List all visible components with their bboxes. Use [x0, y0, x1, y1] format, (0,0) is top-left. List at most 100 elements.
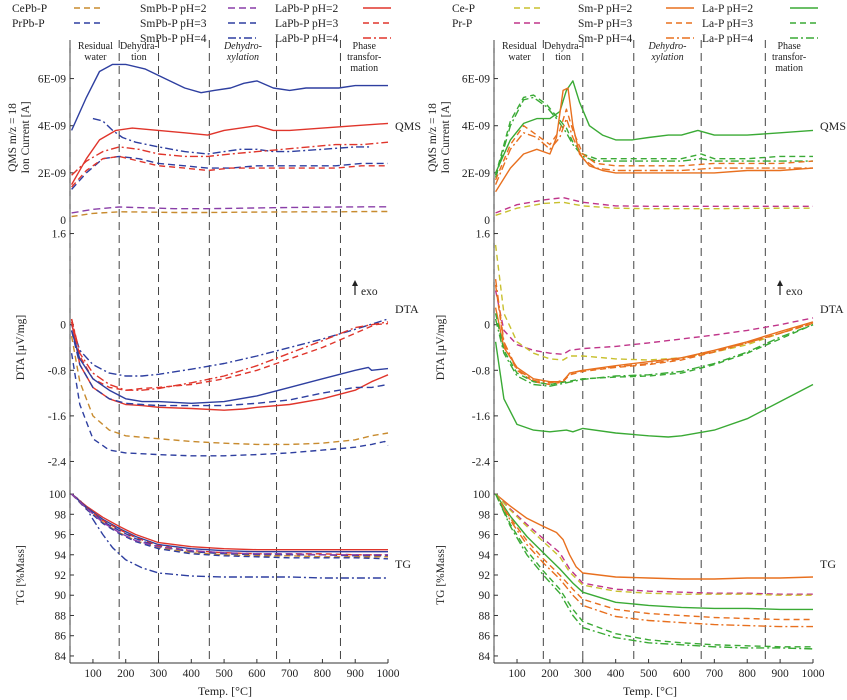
- exo-arrowhead-icon: [352, 280, 358, 286]
- series-line-dta: [494, 318, 814, 387]
- region-label-line: mation: [775, 63, 803, 74]
- legend-label: LaPb-P pH=2: [275, 3, 338, 15]
- y-tick-label: 92: [479, 570, 491, 582]
- exo-label: exo: [786, 286, 803, 298]
- y-tick-label: -2.4: [472, 456, 490, 468]
- series-line-dta: [494, 341, 814, 438]
- region-label: Dehydra-tion: [120, 41, 158, 63]
- x-tick-label: 800: [314, 668, 332, 680]
- subplot-label-tg: TG: [820, 557, 836, 571]
- x-axis-title: Temp. [°C]: [623, 684, 677, 698]
- y-tick-label: 6E-09: [462, 74, 490, 86]
- y-axis-title: DTA [µV/mg]: [435, 315, 447, 380]
- series-line-tg: [71, 493, 388, 551]
- y-tick-label: 84: [55, 651, 67, 663]
- series-line-tg: [495, 493, 814, 580]
- y-tick-label: 0: [60, 215, 66, 227]
- y-tick-label: -2.4: [48, 456, 66, 468]
- region-label-line: Dehydra-: [544, 41, 582, 52]
- series-line-tg: [494, 493, 814, 650]
- series-line-dta: [494, 244, 814, 361]
- x-tick-label: 200: [541, 668, 559, 680]
- y-tick-label: -1.6: [472, 411, 490, 423]
- region-label-line: Phase: [777, 41, 801, 52]
- region-label-line: Dehydra-: [120, 41, 158, 52]
- series-line-dta: [70, 335, 389, 446]
- series-line-qms: [495, 87, 814, 193]
- y-tick-label: 100: [473, 489, 491, 501]
- region-label-line: water: [84, 52, 107, 63]
- y-tick-label: 2E-09: [462, 168, 490, 180]
- x-tick-label: 400: [183, 668, 201, 680]
- legend-label: LaPb-P pH=4: [275, 33, 338, 45]
- y-tick-label: 88: [479, 610, 491, 622]
- legend-label: Pr-P: [452, 18, 472, 30]
- y-axis-title-line: QMS m/z = 18: [7, 103, 19, 172]
- legend-label: SmPb-P pH=4: [140, 33, 207, 45]
- series-line-qms: [92, 117, 372, 155]
- x-tick-label: 900: [347, 668, 365, 680]
- y-tick-label: 92: [55, 570, 67, 582]
- y-tick-label: 98: [479, 509, 491, 521]
- legend-label: PrPb-P: [12, 18, 45, 30]
- series-line-dta: [70, 318, 389, 391]
- legend-label: CePb-P: [12, 3, 47, 15]
- y-tick-label: 90: [479, 590, 491, 602]
- exo-arrowhead-icon: [777, 280, 783, 286]
- exo-label: exo: [361, 286, 378, 298]
- series-line-tg: [71, 493, 389, 560]
- y-tick-label: 4E-09: [462, 121, 490, 133]
- y-tick-label: 96: [55, 530, 67, 542]
- subplot-label-dta: DTA: [395, 302, 419, 316]
- y-tick-label: 88: [55, 610, 67, 622]
- y-axis-title: QMS m/z = 18Ion Current [A]: [7, 101, 32, 173]
- x-tick-label: 600: [248, 668, 266, 680]
- series-line-tg: [495, 493, 813, 621]
- legend-label: SmPb-P pH=3: [140, 18, 207, 30]
- series-line-dta: [70, 330, 389, 407]
- region-label: Phase transfor-mation: [772, 41, 806, 74]
- legend-label: Ce-P: [452, 3, 475, 15]
- region-label-line: transfor-: [772, 52, 806, 63]
- series-line-qms: [71, 141, 389, 176]
- region-label-line: Dehydro-: [223, 41, 262, 52]
- x-tick-label: 300: [150, 668, 168, 680]
- y-tick-label: -0.8: [48, 365, 66, 377]
- y-tick-label: 94: [479, 550, 491, 562]
- series-line-qms: [70, 122, 389, 185]
- x-tick-label: 200: [117, 668, 135, 680]
- series-line-dta: [494, 284, 814, 386]
- legend-label: Sm-P pH=4: [578, 33, 633, 45]
- series-line-tg: [495, 493, 813, 611]
- y-axis-title: DTA [µV/mg]: [15, 315, 27, 380]
- region-label-line: water: [508, 52, 531, 63]
- y-tick-label: 1.6: [52, 229, 67, 241]
- series-line-tg: [495, 493, 813, 595]
- x-tick-label: 800: [739, 668, 757, 680]
- series-line-dta: [70, 330, 389, 404]
- y-tick-label: 100: [49, 489, 67, 501]
- region-label-line: tion: [131, 52, 147, 63]
- x-tick-label: 700: [281, 668, 299, 680]
- region-label: Dehydra-tion: [544, 41, 582, 63]
- y-axis-title: TG [%Mass]: [15, 545, 27, 605]
- series-line-qms: [494, 80, 814, 174]
- y-axis-title: TG [%Mass]: [435, 545, 447, 605]
- x-tick-label: 400: [607, 668, 625, 680]
- y-tick-label: 4E-09: [38, 121, 66, 133]
- series-line-tg: [494, 493, 813, 648]
- region-label-line: Residual: [502, 41, 537, 52]
- x-tick-label: 600: [673, 668, 691, 680]
- x-tick-label: 700: [706, 668, 724, 680]
- series-line-qms: [70, 63, 388, 131]
- y-tick-label: 84: [479, 651, 491, 663]
- y-tick-label: 1.6: [476, 229, 491, 241]
- y-tick-label: -0.8: [472, 365, 490, 377]
- y-tick-label: 0: [484, 215, 490, 227]
- region-label: Residual water: [78, 41, 113, 63]
- legend-label: La-P pH=2: [702, 3, 753, 15]
- region-label-line: Phase: [353, 41, 377, 52]
- series-line-qms: [495, 201, 813, 216]
- subplot-label-qms: QMS: [820, 119, 846, 133]
- x-tick-label: 1000: [802, 668, 825, 680]
